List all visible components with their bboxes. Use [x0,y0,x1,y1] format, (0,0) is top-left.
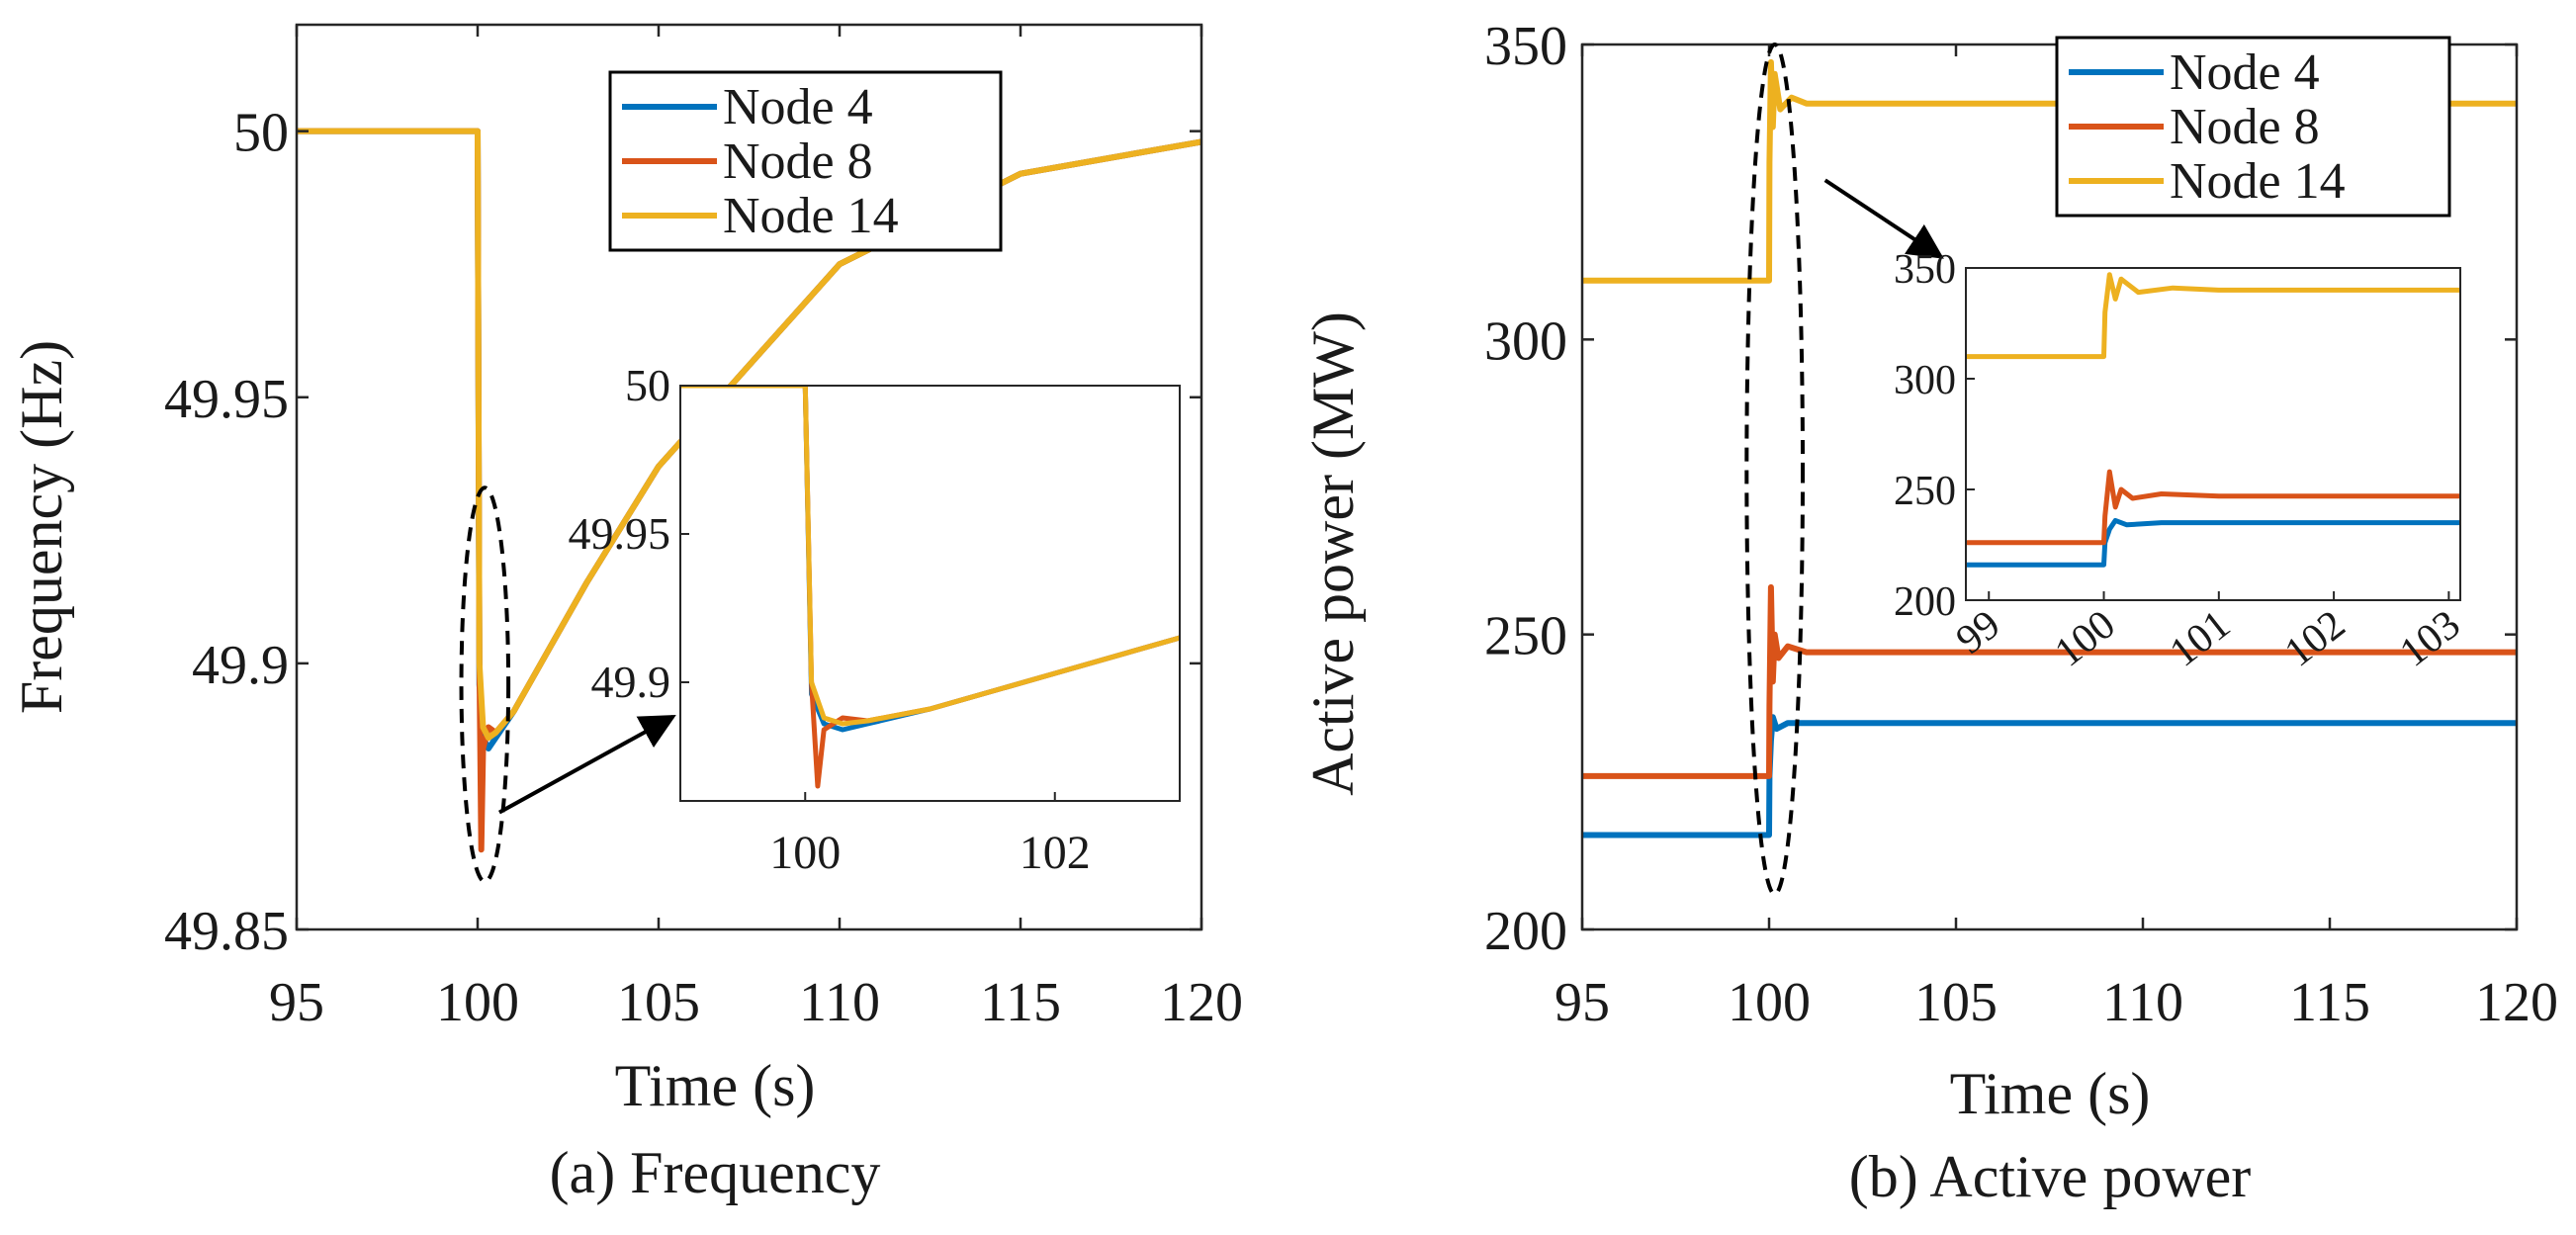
active-power-inset-x-tick-label: 100 [2047,602,2124,676]
active-power-inset-y-tick-label: 300 [1894,358,1956,403]
active-power-caption: (b) Active power [1849,1144,2252,1209]
frequency-x-tick-label: 120 [1160,972,1243,1033]
frequency-caption: (a) Frequency [550,1140,881,1205]
frequency-inset-frame [679,385,1181,802]
active-power-zoom-annotation [1744,43,1944,897]
frequency-legend-label-node-4: Node 4 [723,79,873,135]
frequency-x-tick-label: 95 [269,972,324,1033]
frequency-inset-series-node-14 [680,386,1180,727]
active-power-x-ticks: 95 100 105 110 115 120 [1554,44,2558,1033]
active-power-inset-x-tick-label: 101 [2162,602,2239,676]
frequency-plot-frame [295,23,1203,931]
active-power-legend-label-node-14: Node 14 [2170,153,2346,210]
active-power-series-node-14 [1582,58,2517,284]
frequency-x-tick-label: 105 [617,972,700,1033]
active-power-series-node-8 [1582,583,2517,779]
active-power-plot-frame [1580,43,2519,931]
frequency-inset-x-tick-label: 100 [769,827,841,879]
active-power-zoom-arrow [1823,178,1944,259]
frequency-zoom-ellipse [459,485,511,884]
active-power-x-tick-label: 100 [1728,972,1811,1033]
frequency-legend-label-node-8: Node 8 [723,133,873,190]
active-power-series-node-4 [1582,714,2517,838]
frequency-y-tick-label: 49.9 [192,635,289,696]
frequency-legend-label-node-14: Node 14 [723,188,899,244]
frequency-series-node-14 [297,128,1201,742]
active-power-x-tick-label: 95 [1554,972,1610,1033]
frequency-plot-lines [297,128,1201,853]
frequency-y-tick-label: 49.85 [164,901,289,962]
active-power-inset-frame [1965,267,2461,601]
active-power-y-axis-label: Active power (MW) [1300,311,1366,796]
frequency-x-tick-label: 100 [436,972,519,1033]
frequency-inset-y-tick-label: 50 [625,360,670,410]
frequency-inset-y-tick-label: 49.95 [569,508,671,559]
frequency-x-ticks: 95 100 105 110 115 120 [269,25,1243,1033]
frequency-zoom-annotation [459,485,676,884]
frequency-inset-background [680,386,1180,801]
active-power-y-tick-label: 300 [1484,310,1567,372]
active-power-x-tick-label: 105 [1914,972,1998,1033]
frequency-y-ticks: 49.85 49.9 49.95 50 [164,103,1201,962]
active-power-y-tick-label: 350 [1484,16,1567,77]
active-power-inset-y-tick-label: 250 [1894,469,1956,514]
frequency-x-axis-label: Time (s) [615,1053,816,1118]
active-power-x-tick-label: 120 [2475,972,2558,1033]
active-power-x-tick-label: 115 [2289,972,2370,1033]
active-power-inset-y-tick-label: 350 [1894,247,1956,293]
active-power-inset-background [1966,268,2460,600]
frequency-y-tick-label: 49.95 [164,369,289,430]
frequency-zoom-arrow [497,714,676,815]
active-power-zoom-ellipse [1744,43,1806,897]
active-power-inset-x-tick-label: 103 [2392,602,2469,676]
frequency-y-axis-label: Frequency (Hz) [9,340,74,714]
active-power-x-axis-label: Time (s) [1950,1061,2151,1126]
active-power-inset-y-tick-label: 200 [1894,579,1956,625]
active-power-inset-series-node-8 [1966,469,2460,546]
frequency-x-tick-label: 115 [980,972,1061,1033]
active-power-y-ticks: 200 250 300 350 [1484,16,2517,962]
active-power-y-tick-label: 200 [1484,901,1567,962]
active-power-inset-series-node-4 [1966,517,2460,568]
active-power-legend-label-node-4: Node 4 [2170,44,2320,101]
frequency-y-tick-label: 50 [233,103,289,164]
active-power-y-tick-label: 250 [1484,606,1567,667]
active-power-x-tick-label: 110 [2102,972,2183,1033]
frequency-x-tick-label: 110 [799,972,880,1033]
active-power-legend-label-node-8: Node 8 [2170,99,2320,155]
active-power-inset-x-tick-label: 102 [2276,602,2354,676]
active-power-plot-lines [1582,58,2517,838]
active-power-inset-series-node-14 [1966,272,2460,360]
frequency-inset-x-tick-label: 102 [1020,827,1091,879]
frequency-inset: 100 102 49.9 49.95 50 [569,360,1181,879]
frequency-inset-y-tick-label: 49.9 [591,657,671,707]
